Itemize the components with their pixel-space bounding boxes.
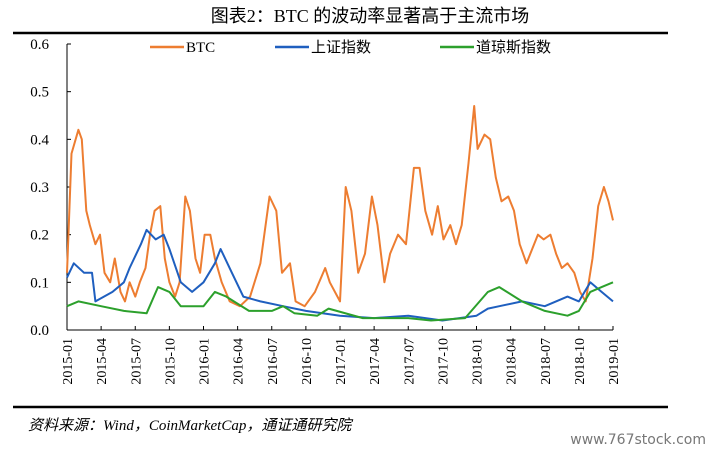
- x-tick-label: 2019-01: [607, 338, 622, 385]
- y-tick-label: 0.6: [30, 37, 49, 53]
- x-tick-label: 2017-10: [436, 338, 451, 385]
- y-tick-label: 0.2: [30, 228, 49, 244]
- x-tick-label: 2016-07: [266, 338, 281, 385]
- chart-title: 图表2：BTC 的波动率显著高于主流市场: [211, 6, 530, 26]
- legend-label: BTC: [186, 40, 215, 56]
- x-tick-label: 2017-07: [402, 338, 417, 385]
- y-tick-label: 0.3: [30, 180, 49, 196]
- x-tick-label: 2016-10: [300, 338, 315, 385]
- x-tick-label: 2018-01: [471, 338, 486, 385]
- series-line-0: [66, 105, 614, 308]
- watermark: www.767stock.com: [570, 432, 706, 448]
- x-tick-label: 2015-01: [61, 338, 76, 385]
- x-tick-label: 2016-01: [198, 338, 213, 385]
- x-tick-label: 2016-04: [232, 338, 247, 385]
- x-tick-label: 2015-04: [95, 338, 110, 385]
- x-tick-label: 2015-10: [163, 338, 178, 385]
- x-tick-label: 2018-04: [505, 338, 520, 385]
- x-tick-label: 2017-01: [334, 338, 349, 385]
- x-tick-label: 2018-10: [573, 338, 588, 385]
- series-line-2: [66, 281, 614, 322]
- legend-label: 道琼斯指数: [476, 39, 551, 56]
- y-tick-label: 0.4: [30, 132, 49, 148]
- source-note: 资料来源：Wind，CoinMarketCap，通证通研究院: [28, 417, 353, 434]
- x-tick-label: 2017-04: [368, 338, 383, 385]
- x-tick-label: 2015-07: [129, 338, 144, 385]
- y-tick-label: 0.1: [30, 275, 49, 291]
- y-tick-label: 0.5: [30, 85, 49, 101]
- x-tick-label: 2018-07: [539, 338, 554, 385]
- y-tick-label: 0.0: [30, 323, 49, 339]
- legend-label: 上证指数: [311, 39, 371, 56]
